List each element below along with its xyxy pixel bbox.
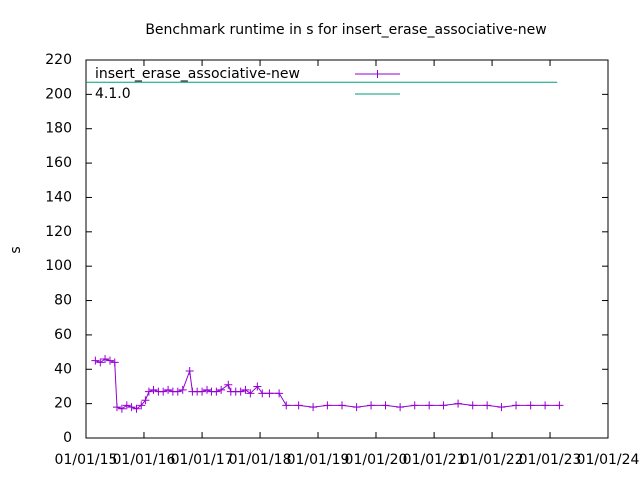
point-marker <box>246 389 255 398</box>
y-tick-label: 60 <box>54 327 72 343</box>
point-marker <box>352 403 361 412</box>
y-tick-label: 20 <box>54 396 72 412</box>
point-marker <box>309 403 318 412</box>
legend-label: insert_erase_associative-new <box>95 66 300 82</box>
point-marker <box>258 389 267 398</box>
point-marker <box>173 387 182 396</box>
x-tick-label: 01/01/18 <box>229 452 292 468</box>
point-marker <box>439 401 448 410</box>
y-tick-label: 180 <box>45 121 72 137</box>
point-marker <box>294 401 303 410</box>
point-marker <box>149 385 158 394</box>
x-tick-label: 01/01/20 <box>345 452 408 468</box>
x-tick-label: 01/01/15 <box>55 452 118 468</box>
point-marker <box>241 385 250 394</box>
point-marker <box>212 387 221 396</box>
point-marker <box>141 396 150 405</box>
point-marker <box>275 389 284 398</box>
point-marker <box>526 401 535 410</box>
point-marker <box>367 401 376 410</box>
point-marker <box>396 403 405 412</box>
y-tick-label: 120 <box>45 224 72 240</box>
point-marker <box>381 401 390 410</box>
point-marker <box>454 399 463 408</box>
point-marker <box>110 358 119 367</box>
point-marker <box>282 401 291 410</box>
point-marker <box>122 401 131 410</box>
point-marker <box>236 387 245 396</box>
point-marker <box>323 401 332 410</box>
point-marker <box>203 385 212 394</box>
point-marker <box>185 366 194 375</box>
x-tick-label: 01/01/17 <box>171 452 234 468</box>
point-marker <box>410 401 419 410</box>
point-marker <box>468 401 477 410</box>
y-tick-label: 100 <box>45 258 72 274</box>
point-marker <box>217 385 226 394</box>
point-marker <box>164 385 173 394</box>
point-marker <box>265 389 274 398</box>
legend-label: 4.1.0 <box>95 86 131 102</box>
y-tick-label: 0 <box>63 430 72 446</box>
chart-title: Benchmark runtime in s for insert_erase_… <box>145 22 546 38</box>
y-axis-label: s <box>8 246 24 253</box>
point-marker <box>105 356 114 365</box>
y-tick-label: 220 <box>45 52 72 68</box>
point-marker <box>253 382 262 391</box>
plot-border <box>85 59 609 439</box>
point-marker <box>96 358 105 367</box>
point-marker <box>137 401 146 410</box>
x-tick-label: 01/01/22 <box>461 452 524 468</box>
point-marker <box>555 401 564 410</box>
point-marker <box>91 356 100 365</box>
x-tick-label: 01/01/16 <box>113 452 176 468</box>
point-marker <box>144 387 153 396</box>
point-marker <box>497 403 506 412</box>
point-marker <box>127 403 136 412</box>
legend-marker <box>373 70 382 78</box>
point-marker <box>159 387 168 396</box>
point-marker <box>512 401 521 410</box>
point-marker <box>224 380 233 389</box>
series-line <box>95 358 560 410</box>
x-tick-label: 01/01/19 <box>287 452 350 468</box>
x-tick-label: 01/01/23 <box>519 452 582 468</box>
point-marker <box>425 401 434 410</box>
point-marker <box>337 401 346 410</box>
y-tick-label: 140 <box>45 189 72 205</box>
point-marker <box>112 403 121 412</box>
x-tick-label: 01/01/24 <box>577 452 640 468</box>
point-marker <box>101 354 110 363</box>
y-tick-label: 160 <box>45 155 72 171</box>
point-marker <box>541 401 550 410</box>
y-tick-label: 80 <box>54 293 72 309</box>
point-marker <box>117 404 126 413</box>
point-marker <box>198 387 207 396</box>
y-tick-label: 40 <box>54 361 72 377</box>
y-tick-label: 200 <box>45 86 72 102</box>
point-marker <box>178 385 187 394</box>
x-tick-label: 01/01/21 <box>403 452 466 468</box>
point-marker <box>483 401 492 410</box>
point-marker <box>132 404 141 413</box>
